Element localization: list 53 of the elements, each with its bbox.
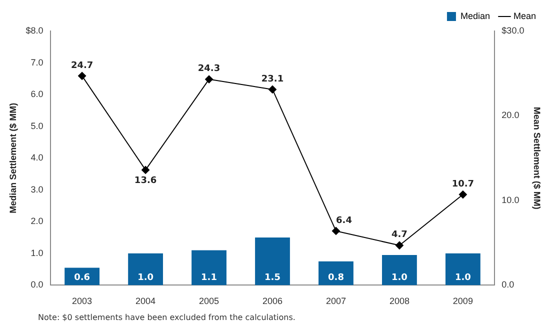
y-tick-label: 2.0 [30, 216, 44, 226]
point [458, 190, 467, 199]
y-axis-title: Median Settlement ($ MM) [8, 102, 18, 214]
y-tick-label: $8.0 [26, 25, 44, 36]
bar [318, 261, 354, 286]
data-label: 13.6 [134, 176, 157, 186]
point [332, 226, 340, 235]
bar [64, 268, 100, 286]
data-label: 1.0 [454, 273, 471, 284]
point [142, 166, 150, 174]
data-label: 0.8 [328, 273, 344, 284]
bar [128, 253, 163, 286]
point [268, 85, 276, 94]
bar [445, 253, 480, 286]
data-label: 1.0 [391, 273, 408, 284]
x-tick-label: 2007 [326, 296, 346, 306]
data-label: 6.4 [336, 216, 352, 226]
y-tick-label: 3.0 [30, 184, 44, 194]
point [395, 241, 404, 250]
x-tick-label: 2008 [389, 296, 410, 306]
legend-label: Mean [513, 10, 536, 21]
y-tick-label: 1.0 [30, 248, 44, 258]
y2-tick-label: $30.0 [502, 25, 524, 36]
data-label: 10.7 [452, 179, 474, 190]
bar [255, 238, 290, 286]
y-tick-label: 7.0 [30, 57, 44, 68]
bar [382, 255, 417, 286]
data-label: 4.7 [391, 230, 408, 240]
bar [192, 250, 226, 286]
data-label: 0.6 [74, 273, 90, 284]
x-tick-label: 2003 [72, 296, 92, 306]
point [205, 75, 214, 84]
x-tick-label: 2006 [262, 296, 283, 306]
data-label: 23.1 [261, 74, 284, 84]
x-tick-label: 2004 [136, 296, 156, 306]
y2-tick-label: 0.0 [502, 280, 514, 290]
data-label: 1.5 [264, 273, 280, 284]
x-tick-label: 2005 [199, 296, 220, 306]
y-tick-label: 0.0 [30, 280, 44, 290]
text: Note: $0 settlements have been excluded from the calculations. [38, 313, 296, 322]
data-label: 24.3 [198, 64, 220, 74]
data-label: 1.1 [201, 273, 217, 284]
data-label: 24.7 [70, 60, 94, 71]
y-tick-label: 6.0 [30, 89, 44, 100]
point [78, 72, 86, 80]
y2-axis-title: Mean Settlement ($ MM) [532, 106, 542, 210]
legend-label: Median [460, 10, 490, 21]
y2-tick-label: 10.0 [502, 194, 520, 205]
x-tick-label: 2009 [452, 296, 473, 306]
y-tick-label: 5.0 [30, 120, 44, 131]
data-label: 1.0 [138, 273, 154, 284]
y2-tick-label: 20.0 [502, 110, 520, 120]
y-tick-label: 4.0 [30, 152, 44, 163]
